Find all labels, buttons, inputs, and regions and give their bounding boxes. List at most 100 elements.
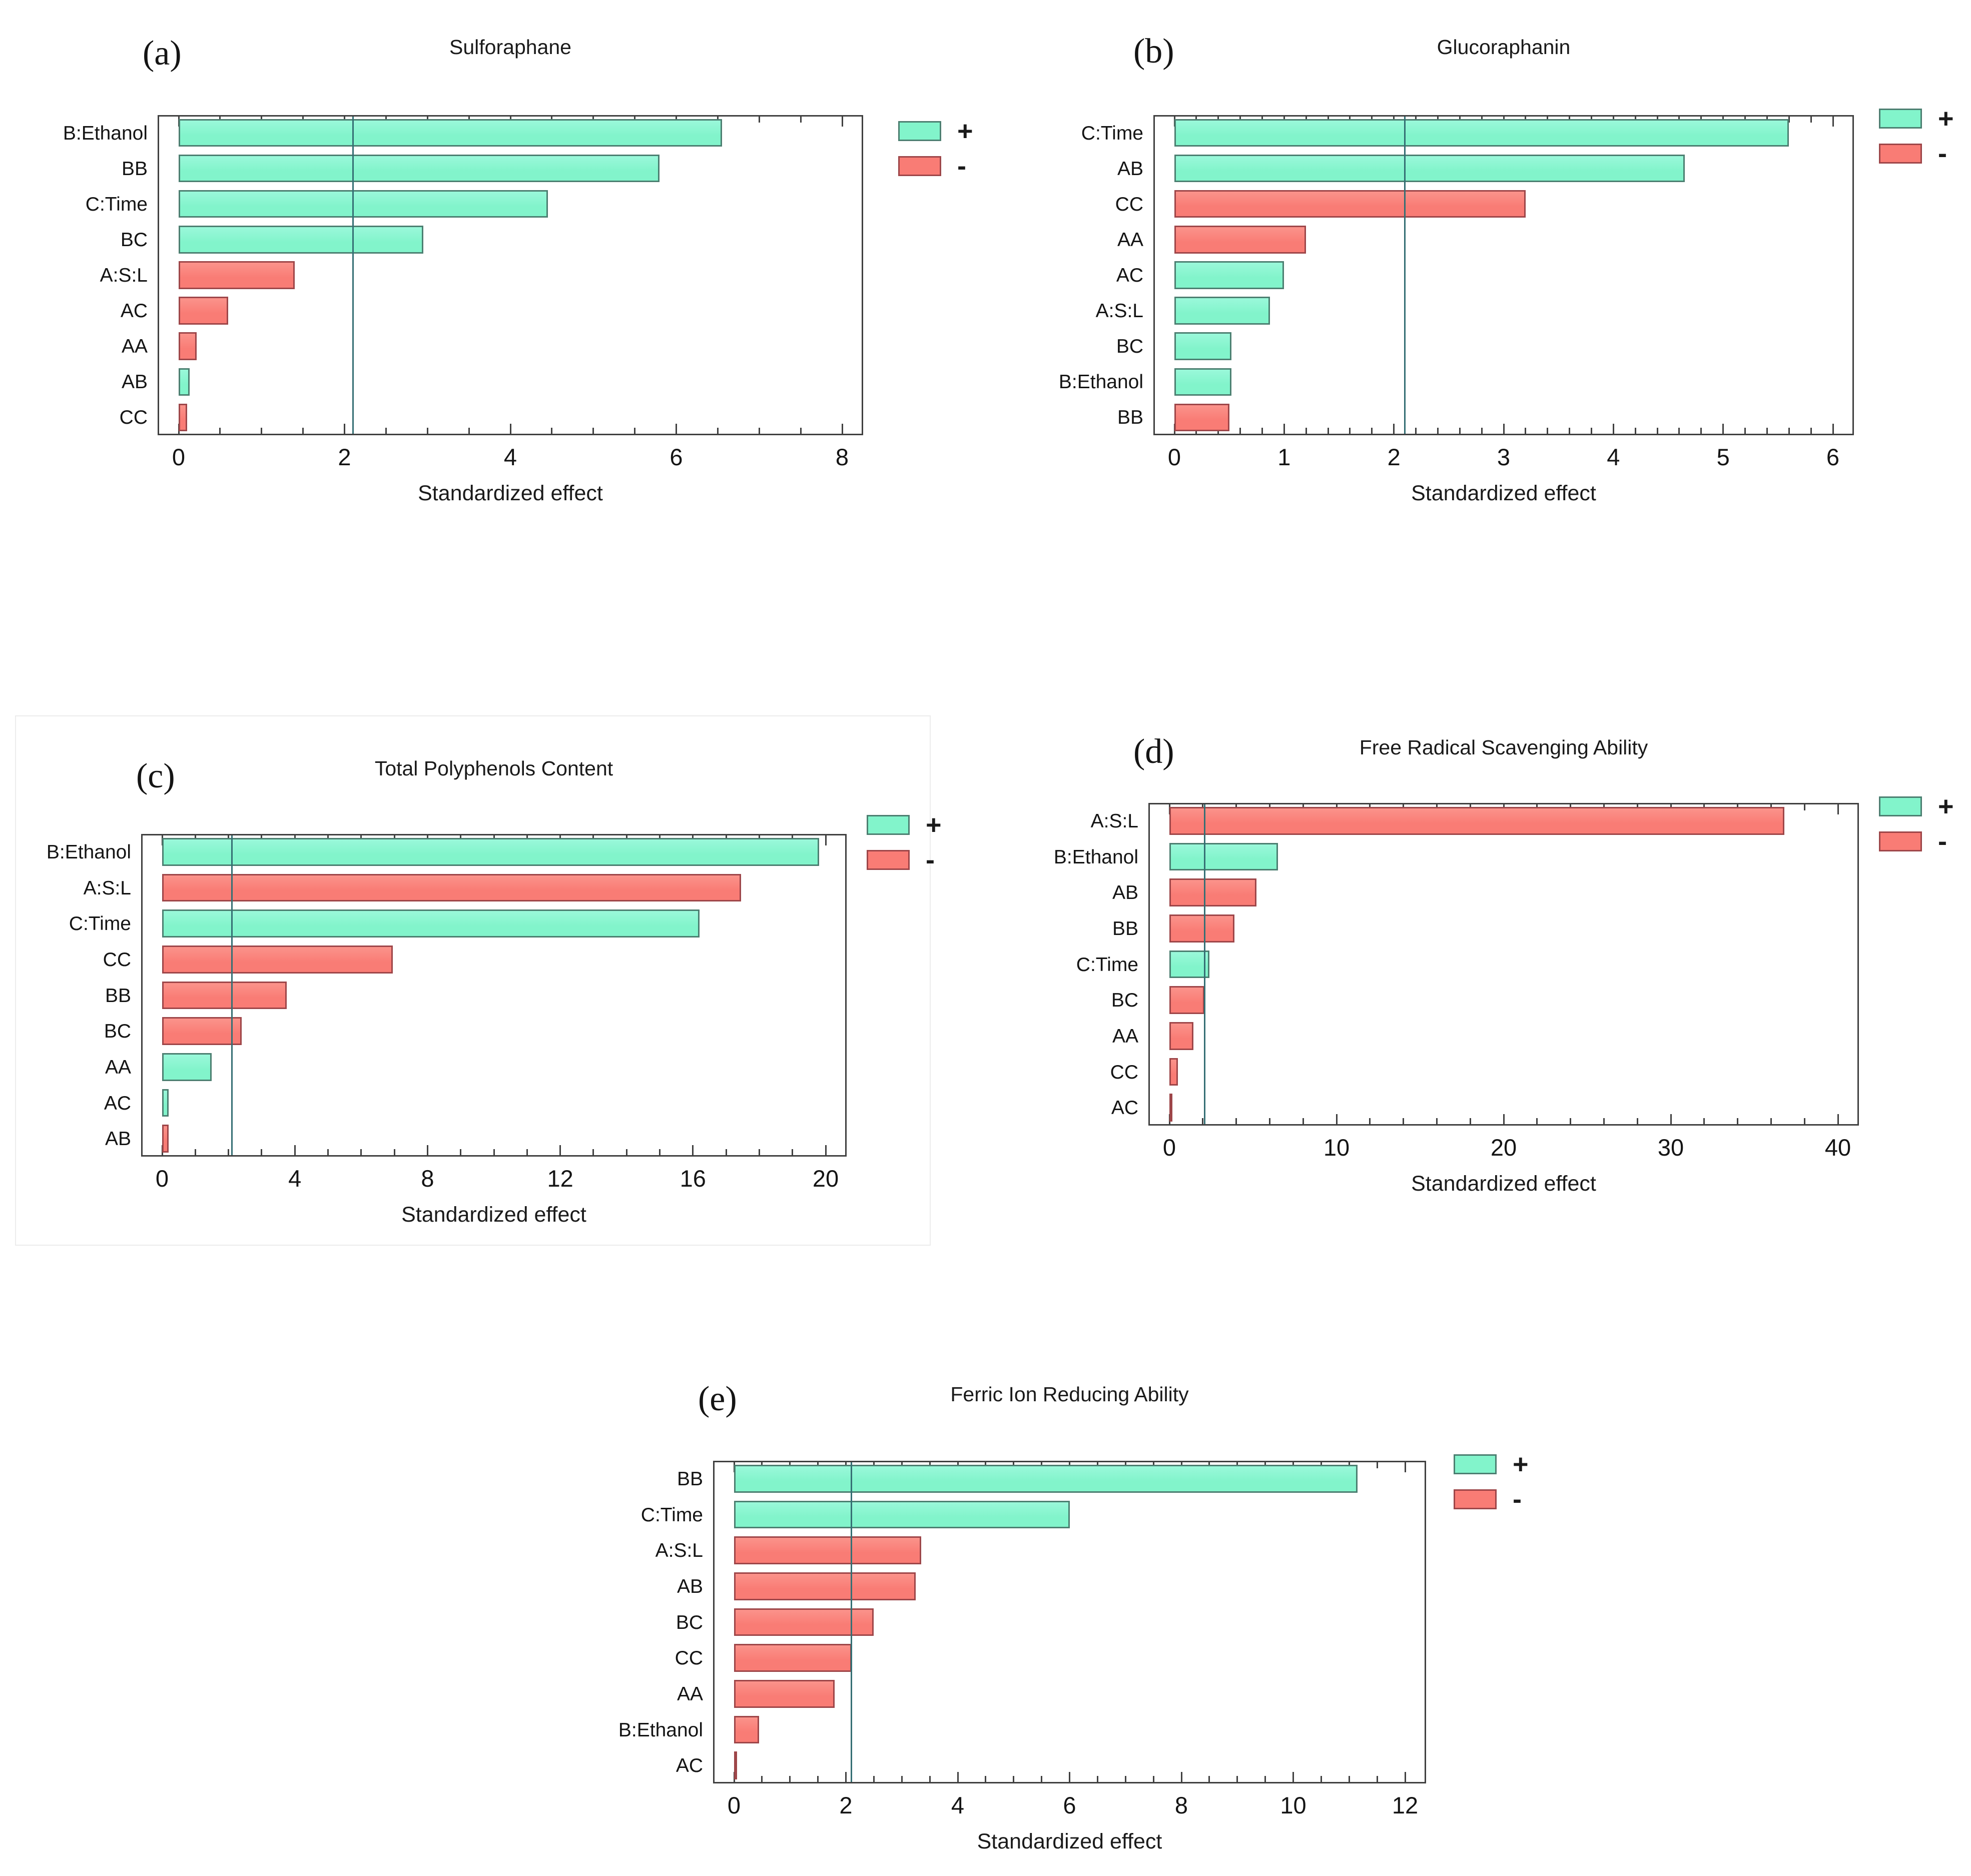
bar-ac	[1174, 261, 1284, 289]
x-axis-minor-tick	[1437, 428, 1439, 434]
category-label: A:S:L	[83, 877, 131, 899]
x-axis-minor-tick	[1788, 117, 1790, 123]
legend-negative-swatch	[867, 850, 910, 870]
x-axis-minor-tick	[194, 1149, 196, 1155]
category-label: C:Time	[640, 1504, 703, 1526]
x-axis-major-tick	[1837, 1114, 1839, 1124]
x-axis-minor-tick	[1459, 428, 1461, 434]
x-tick-label: 6	[1063, 1792, 1076, 1818]
legend-positive-entry: +	[867, 811, 942, 838]
legend-positive-label: +	[1513, 1449, 1529, 1479]
x-axis-minor-tick	[1152, 1776, 1154, 1782]
x-axis-minor-tick	[1634, 428, 1636, 434]
category-label: BC	[1116, 336, 1143, 358]
x-axis-minor-tick	[1239, 428, 1241, 434]
panel-letter-b: (b)	[1133, 32, 1174, 71]
x-axis-major-tick	[559, 1145, 561, 1155]
x-axis-minor-tick	[817, 1776, 819, 1782]
bar-bb	[734, 1464, 1358, 1493]
x-axis-minor-tick	[1327, 428, 1329, 434]
x-tick-label: 16	[680, 1165, 706, 1192]
bar-ab	[1174, 154, 1685, 183]
category-label: CC	[119, 407, 148, 429]
bar-b-ethanol	[179, 119, 722, 147]
x-axis-minor-tick	[1236, 1776, 1238, 1782]
bar-c-time	[1169, 950, 1210, 979]
bar-bb	[179, 154, 660, 183]
x-axis-minor-tick	[929, 1776, 931, 1782]
x-axis-minor-tick	[1810, 117, 1812, 123]
x-tick-label: 3	[1497, 444, 1511, 470]
x-axis-minor-tick	[1013, 1776, 1015, 1782]
legend-positive-label: +	[926, 810, 942, 840]
category-label: AB	[1117, 158, 1143, 180]
bar-bb	[1174, 403, 1229, 432]
x-axis-minor-tick	[1403, 1118, 1405, 1124]
legend-positive-entry: +	[1879, 105, 1954, 132]
category-label: C:Time	[85, 193, 148, 215]
x-tick-label: 4	[288, 1165, 302, 1192]
category-label: C:Time	[1076, 954, 1138, 976]
x-axis-minor-tick	[717, 428, 719, 434]
bar-b-ethanol	[162, 837, 819, 866]
x-axis-major-tick	[1393, 424, 1395, 434]
bar-b-ethanol	[1174, 368, 1232, 396]
bar-cc	[734, 1644, 852, 1672]
x-axis-minor-tick	[1636, 1118, 1638, 1124]
x-axis-major-tick	[1832, 117, 1834, 127]
x-axis-major-tick	[1404, 1462, 1406, 1472]
x-axis-minor-tick	[1703, 1118, 1705, 1124]
x-axis-minor-tick	[901, 1776, 903, 1782]
category-label: B:Ethanol	[46, 841, 131, 863]
x-axis-major-tick	[1612, 424, 1614, 434]
x-axis-minor-tick	[1202, 1118, 1204, 1124]
x-tick-label: 12	[547, 1165, 573, 1192]
category-label: BC	[676, 1611, 703, 1633]
x-axis-minor-tick	[219, 428, 221, 434]
x-axis-minor-tick	[659, 1149, 661, 1155]
category-label: AC	[120, 300, 148, 322]
bar-ab	[734, 1572, 916, 1600]
bar-bc	[1169, 986, 1205, 1015]
chart-title-b: Glucoraphanin	[1437, 36, 1571, 59]
category-label: BC	[120, 229, 148, 251]
category-label: CC	[1110, 1061, 1138, 1083]
x-axis-major-tick	[841, 117, 843, 127]
x-tick-label: 6	[1826, 444, 1840, 470]
legend-negative-swatch	[1879, 144, 1922, 164]
bar-aa	[162, 1053, 212, 1081]
bar-a-s-l	[734, 1536, 922, 1565]
x-tick-label: 0	[172, 444, 186, 470]
x-axis-minor-tick	[634, 428, 636, 434]
bar-ab	[1169, 878, 1256, 907]
bar-a-s-l	[162, 873, 741, 902]
x-axis-minor-tick	[551, 428, 553, 434]
reference-line	[231, 835, 233, 1155]
x-axis-minor-tick	[468, 428, 470, 434]
bar-bb	[162, 981, 287, 1010]
category-label: AB	[677, 1575, 703, 1597]
x-axis-minor-tick	[1700, 428, 1702, 434]
legend-negative-entry: -	[867, 846, 942, 873]
reference-line	[851, 1462, 853, 1782]
category-label: AC	[1116, 265, 1143, 286]
x-axis-minor-tick	[625, 1149, 627, 1155]
panel-letter-d: (d)	[1133, 732, 1174, 771]
x-tick-label: 8	[421, 1165, 434, 1192]
x-tick-label: 0	[727, 1792, 741, 1818]
pareto-chart-d: (d) Free Radical Scavenging Ability 0 10 2…	[1021, 710, 1971, 1241]
bar-cc	[179, 403, 187, 432]
x-axis-minor-tick	[1320, 1776, 1322, 1782]
category-label: BB	[677, 1468, 703, 1490]
x-axis-minor-tick	[1235, 1118, 1237, 1124]
x-axis-major-tick	[957, 1772, 959, 1782]
x-axis-minor-tick	[1264, 1776, 1266, 1782]
bar-a-s-l	[1169, 806, 1785, 835]
x-axis-major-tick	[1180, 1772, 1182, 1782]
x-axis-minor-tick	[1737, 1118, 1739, 1124]
chart-title-e: Ferric Ion Reducing Ability	[950, 1383, 1189, 1406]
bar-aa	[1174, 226, 1306, 254]
x-axis-minor-tick	[1788, 428, 1790, 434]
x-tick-label: 5	[1716, 444, 1730, 470]
x-axis-minor-tick	[1656, 428, 1658, 434]
